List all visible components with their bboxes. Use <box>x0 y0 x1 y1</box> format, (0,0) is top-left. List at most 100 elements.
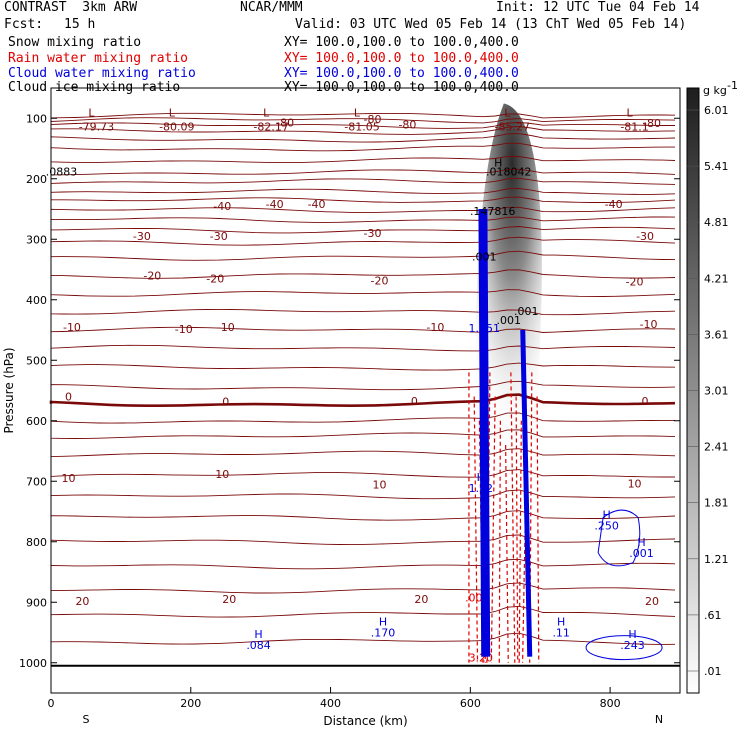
temperature-contour-line <box>50 112 676 119</box>
y-tick-label: 1000 <box>19 657 47 670</box>
snow-contour-label: .001 <box>472 250 497 263</box>
temperature-contour-line <box>50 380 676 391</box>
temperature-contour-line <box>50 121 675 129</box>
x-tick-label: 800 <box>600 697 621 710</box>
temperature-contour-line <box>50 250 676 261</box>
temperature-contour-label: 20 <box>645 595 659 608</box>
cloud-water-core <box>520 329 533 657</box>
temperature-contour-line <box>50 269 676 279</box>
temperature-contour-label: -10 <box>63 321 81 334</box>
temperature-contour-line <box>50 126 676 135</box>
colorbar-label: 2.41 <box>704 441 729 454</box>
header-fcst-value: 15 h <box>64 17 96 32</box>
temperature-contour-line <box>50 362 676 371</box>
temperature-min-marker: L <box>169 106 176 119</box>
temperature-contour-label: -20 <box>626 276 644 289</box>
cloud-water-max-marker: H <box>602 509 610 522</box>
temperature-contour-label: -10 <box>426 321 444 334</box>
temperature-contour-label: -40 <box>605 198 623 211</box>
x-end-label-north: N <box>655 713 663 726</box>
field-cloudwater-xy: XY= 100.0,100.0 to 100.0,400.0 <box>284 66 519 81</box>
temperature-contour-line <box>50 308 676 316</box>
colorbar-label: 6.01 <box>704 104 729 117</box>
temperature-contour-label: -10 <box>217 321 235 334</box>
rain-water-contour <box>536 396 540 663</box>
snow-max-label: H <box>494 157 502 170</box>
header-center: NCAR/MMM <box>240 0 303 15</box>
temperature-contour-label: 0 <box>222 395 229 408</box>
temperature-contour-line <box>50 510 676 521</box>
colorbar-label: .01 <box>704 665 722 678</box>
temperature-contour-label: 20 <box>414 593 428 606</box>
snow-contour-label: .001 <box>497 314 522 327</box>
rain-water-contour <box>505 444 509 663</box>
rain-water-contour <box>515 396 519 663</box>
x-end-label-south: S <box>82 713 89 726</box>
field-rain-name: Rain water mixing ratio <box>8 51 189 66</box>
y-tick-label: 300 <box>26 233 47 246</box>
colorbar-label: 5.41 <box>704 160 729 173</box>
cloud-water-contour <box>597 509 641 567</box>
temperature-contour-line <box>50 156 676 164</box>
cloud-water-max-marker: H <box>557 616 565 629</box>
field-snow-xy: XY= 100.0,100.0 to 100.0,400.0 <box>284 35 519 50</box>
temperature-contour-line <box>50 582 676 594</box>
temperature-contour-line <box>50 187 676 195</box>
temperature-contour-label: -30 <box>364 227 382 240</box>
y-tick-label: 700 <box>26 475 47 488</box>
temperature-contour-line <box>50 448 676 458</box>
y-tick-label: 100 <box>26 112 47 125</box>
temperature-contour-label: 20 <box>222 593 236 606</box>
cloud-water-contour <box>585 635 663 661</box>
temperature-contour-label: -40 <box>266 198 284 211</box>
snow-max-label: .018042 <box>486 166 532 179</box>
colorbar-label: .61 <box>704 609 722 622</box>
colorbar-unit-exponent: -1 <box>727 79 738 92</box>
temperature-contour-label: -20 <box>143 270 161 283</box>
cloud-water-max-label: .084 <box>246 639 271 652</box>
rain-water-contour <box>490 396 496 663</box>
colorbar-label: 4.81 <box>704 216 729 229</box>
temperature-contour-label: 10 <box>372 478 386 491</box>
temperature-contour-line <box>50 429 676 439</box>
x-tick-label: 400 <box>320 697 341 710</box>
temperature-contour-line <box>50 206 676 213</box>
y-tick-label: 500 <box>26 354 47 367</box>
temperature-contour-label: 20 <box>75 595 89 608</box>
temperature-contour-line <box>50 177 676 185</box>
x-tick-label: 0 <box>48 697 55 710</box>
temperature-min-marker: L <box>354 106 361 119</box>
field-snow-name: Snow mixing ratio <box>8 35 142 50</box>
temperature-contour-line <box>50 216 676 223</box>
rain-water-max-label: .00 <box>465 592 483 605</box>
temperature-min-marker: L <box>504 106 511 119</box>
snow-contour-label: .001 <box>514 305 539 318</box>
temperature-contour-line <box>50 344 676 352</box>
temperature-contour-label: -30 <box>636 230 654 243</box>
temperature-contour-line <box>50 168 676 176</box>
temperature-min-label: -81.1 <box>620 120 648 133</box>
temperature-min-label: -85.27 <box>495 120 530 133</box>
plot-frame <box>50 87 681 694</box>
temperature-contour-label: 0 <box>65 391 72 404</box>
colorbar-label: 3.01 <box>704 385 729 398</box>
temperature-contour-line <box>50 196 676 203</box>
temperature-contour-label: 10 <box>628 478 642 491</box>
temperature-contour-label: -40 <box>308 198 326 211</box>
header-experiment: CONTRAST 3km ARW <box>4 0 138 15</box>
cloud-water-max-label: .11 <box>552 627 570 640</box>
snow-max-label: .147816 <box>470 205 516 218</box>
temperature-contour-line <box>50 489 676 500</box>
temperature-min-marker: L <box>263 106 270 119</box>
temperature-contour-line <box>50 226 676 234</box>
temperature-contour-line <box>50 469 675 478</box>
y-tick-label: 800 <box>26 536 47 549</box>
rain-water-contour <box>518 420 522 663</box>
temperature-contour-line <box>50 133 676 143</box>
cloud-water-core <box>478 208 491 657</box>
temperature-contour-label: -20 <box>206 273 224 286</box>
temperature-contour-label: -30 <box>210 230 228 243</box>
rain-water-contour <box>498 420 501 663</box>
temperature-contour-label: -80 <box>276 116 294 129</box>
